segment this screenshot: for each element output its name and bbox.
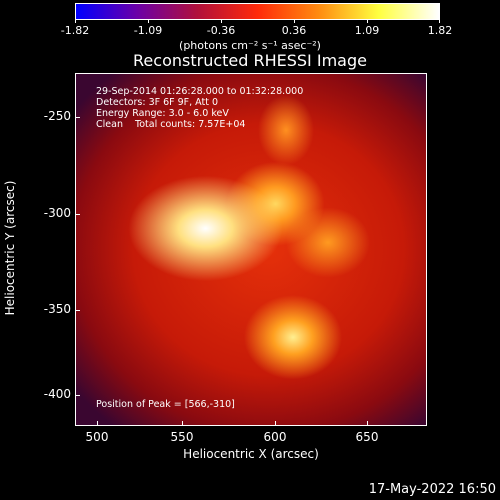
colorbar-tick-mark bbox=[75, 19, 76, 23]
x-tick-label: 500 bbox=[85, 430, 109, 444]
colorbar-tick-label: -1.82 bbox=[60, 24, 90, 37]
x-tick-label: 600 bbox=[263, 430, 287, 444]
colorbar-tick-mark bbox=[294, 19, 295, 23]
colorbar-tick-mark bbox=[367, 19, 368, 23]
x-tick-label: 650 bbox=[355, 430, 379, 444]
y-tick-label: -350 bbox=[43, 302, 71, 316]
x-tick-mark bbox=[182, 421, 183, 426]
colorbar-tick-mark bbox=[439, 19, 440, 23]
y-tick-mark bbox=[75, 395, 80, 396]
info-energy-range: Energy Range: 3.0 - 6.0 keV bbox=[96, 108, 229, 119]
rhessi-image-plot: 29-Sep-2014 01:26:28.000 to 01:32:28.000… bbox=[75, 73, 427, 426]
info-detectors: Detectors: 3F 6F 9F, Att 0 bbox=[96, 97, 219, 108]
x-tick-label: 550 bbox=[170, 430, 194, 444]
colorbar-tick-mark bbox=[148, 19, 149, 23]
y-tick-label: -300 bbox=[43, 206, 71, 220]
colorbar-tick-label: -1.09 bbox=[133, 24, 163, 37]
peak-position: Position of Peak = [566,-310] bbox=[96, 399, 235, 410]
info-counts: Clean Total counts: 7.57E+04 bbox=[96, 119, 246, 130]
colorbar-tick-mark bbox=[221, 19, 222, 23]
footer-date: 17-May-2022 16:50 bbox=[368, 482, 496, 497]
colorbar-tick-label: 0.36 bbox=[281, 24, 307, 37]
y-tick-mark bbox=[75, 117, 80, 118]
y-tick-label: -250 bbox=[43, 109, 71, 123]
colorbar-tick-label: -0.36 bbox=[206, 24, 236, 37]
colorbar bbox=[75, 3, 440, 20]
x-tick-mark bbox=[275, 421, 276, 426]
colorbar-tick-label: 1.82 bbox=[427, 24, 453, 37]
y-tick-mark bbox=[75, 310, 80, 311]
rhessi-image bbox=[76, 74, 426, 425]
y-tick-label: -400 bbox=[43, 387, 71, 401]
info-time-range: 29-Sep-2014 01:26:28.000 to 01:32:28.000 bbox=[96, 86, 304, 97]
image-title: Reconstructed RHESSI Image bbox=[133, 51, 367, 70]
x-tick-mark bbox=[97, 421, 98, 426]
x-tick-mark bbox=[367, 421, 368, 426]
x-axis-label: Heliocentric X (arcsec) bbox=[183, 447, 319, 461]
y-tick-mark bbox=[75, 214, 80, 215]
colorbar-tick-label: 1.09 bbox=[354, 24, 380, 37]
y-axis-label: Heliocentric Y (arcsec) bbox=[3, 180, 17, 316]
colorbar-units: (photons cm⁻² s⁻¹ asec⁻²) bbox=[179, 39, 321, 52]
